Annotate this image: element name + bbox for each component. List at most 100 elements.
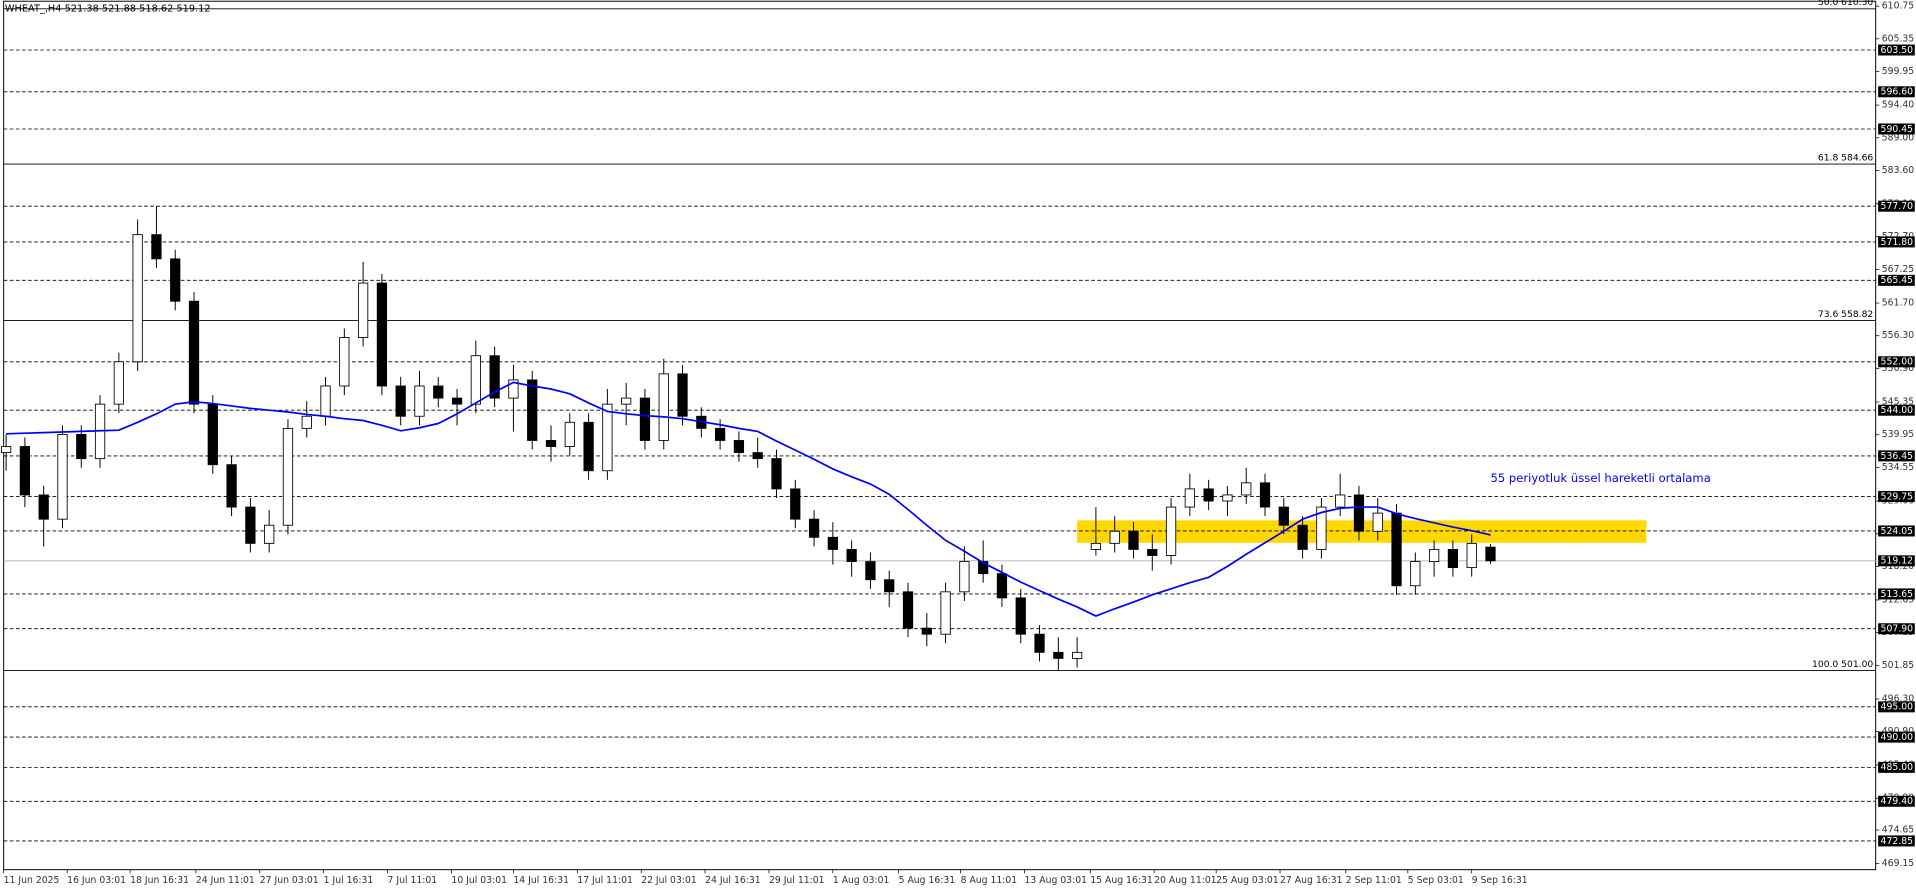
x-tick-label: 22 Jul 03:01 (641, 875, 697, 886)
fib-label: 50.0 610.30 (1818, 0, 1874, 8)
candle-body (1259, 482, 1271, 508)
candle-body (320, 385, 331, 417)
level-label: 529.75 (1881, 491, 1914, 502)
x-tick-label: 29 Jul 11:01 (769, 875, 825, 886)
candle-body (188, 300, 200, 405)
level-label: 524.05 (1881, 526, 1914, 537)
level-label-box (1878, 490, 1915, 502)
level-label-box (1878, 701, 1915, 713)
level-label-box (1878, 731, 1915, 743)
fib-label: 100.0 501.00 (1812, 659, 1873, 670)
candle-body (545, 440, 557, 447)
x-tick-label: 27 Aug 16:31 (1280, 875, 1343, 886)
level-label: 495.00 (1881, 702, 1914, 713)
candle-body (113, 361, 124, 405)
y-tick-label: 496.30 (1882, 693, 1915, 704)
y-tick-label: 550.90 (1882, 363, 1915, 374)
candle-body (264, 524, 275, 544)
candle-body (602, 403, 613, 472)
ema-line (6, 381, 1491, 617)
y-tick-label: 469.15 (1882, 858, 1915, 869)
y-tick-label: 556.30 (1882, 330, 1915, 341)
candle-body (658, 373, 669, 441)
level-label-box (1878, 761, 1915, 773)
candle-body (808, 518, 820, 538)
candle-body (151, 234, 162, 260)
level-label: 507.90 (1881, 624, 1914, 635)
candle-body (1335, 494, 1346, 508)
candle-body (1410, 561, 1421, 587)
level-label: 590.45 (1881, 124, 1914, 135)
candle-body (132, 234, 143, 363)
x-tick-label: 16 Jun 03:01 (67, 875, 126, 886)
candle-body (414, 385, 425, 417)
candle-body (376, 282, 388, 387)
candle-body (978, 561, 989, 575)
x-tick-label: 13 Aug 03:01 (1025, 875, 1088, 886)
level-label-box (1878, 86, 1915, 98)
x-tick-label: 25 Aug 03:01 (1216, 875, 1279, 886)
candle-body (1241, 482, 1252, 496)
candle-body (357, 282, 369, 338)
level-label-box (1878, 404, 1915, 416)
candle-body (451, 397, 463, 405)
level-label: 577.70 (1881, 201, 1914, 212)
candle-body (1447, 549, 1459, 569)
y-tick-label: 518.20 (1882, 561, 1915, 572)
candle-body (1071, 651, 1083, 659)
candle-body (1147, 549, 1158, 556)
candle-body (282, 427, 294, 526)
candle-body (921, 627, 932, 635)
candle-body (1316, 506, 1327, 550)
candle-body (902, 591, 914, 629)
candle-body (827, 536, 838, 550)
candle-body (865, 561, 876, 581)
candle-body (433, 385, 444, 399)
candle-body (76, 433, 87, 460)
y-tick-label: 605.35 (1882, 33, 1915, 44)
x-tick-label: 15 Aug 16:31 (1090, 875, 1153, 886)
candle-body (996, 573, 1008, 599)
y-tick-label: 501.85 (1882, 660, 1915, 671)
candle-body (489, 355, 500, 399)
level-label: 536.45 (1881, 451, 1914, 462)
level-label: 490.00 (1881, 732, 1914, 743)
candle-body (733, 440, 745, 454)
plot-frame (3, 0, 1877, 871)
candle-body (1053, 651, 1064, 659)
x-tick-label: 8 Aug 11:01 (961, 875, 1018, 886)
y-tick-label: 474.65 (1882, 825, 1915, 836)
candle-body (790, 488, 801, 520)
candle-body (621, 397, 632, 405)
level-label-box (1878, 835, 1915, 847)
y-tick-label: 534.55 (1882, 462, 1915, 473)
candle-body (1203, 488, 1214, 502)
level-label: 603.50 (1881, 45, 1914, 56)
y-tick-label: 589.00 (1882, 132, 1915, 143)
candle-body (395, 385, 406, 417)
candle-body (639, 397, 651, 441)
level-label: 571.80 (1881, 237, 1914, 248)
candle-body (1090, 542, 1102, 550)
candle-body (1485, 546, 1496, 562)
fib-label: 73.6 558.82 (1818, 309, 1873, 320)
candle-body (1109, 530, 1120, 544)
level-label: 565.45 (1881, 275, 1914, 286)
x-tick-label: 27 Jun 03:01 (260, 875, 319, 886)
level-label-box (1878, 236, 1915, 248)
level-label-box (1878, 588, 1915, 600)
level-label-box (1878, 123, 1915, 135)
candle-body (583, 421, 594, 472)
candle-body (959, 561, 970, 593)
candle-body (884, 579, 895, 593)
y-tick-label: 567.25 (1882, 264, 1915, 275)
x-tick-label: 20 Aug 11:01 (1154, 875, 1217, 886)
candle-body (940, 591, 951, 635)
candle-body (1034, 633, 1045, 653)
candle-body (57, 433, 68, 520)
level-label-box (1878, 356, 1915, 368)
candle-body (207, 403, 218, 466)
candle-body (1222, 494, 1233, 502)
candle-body (527, 379, 538, 441)
